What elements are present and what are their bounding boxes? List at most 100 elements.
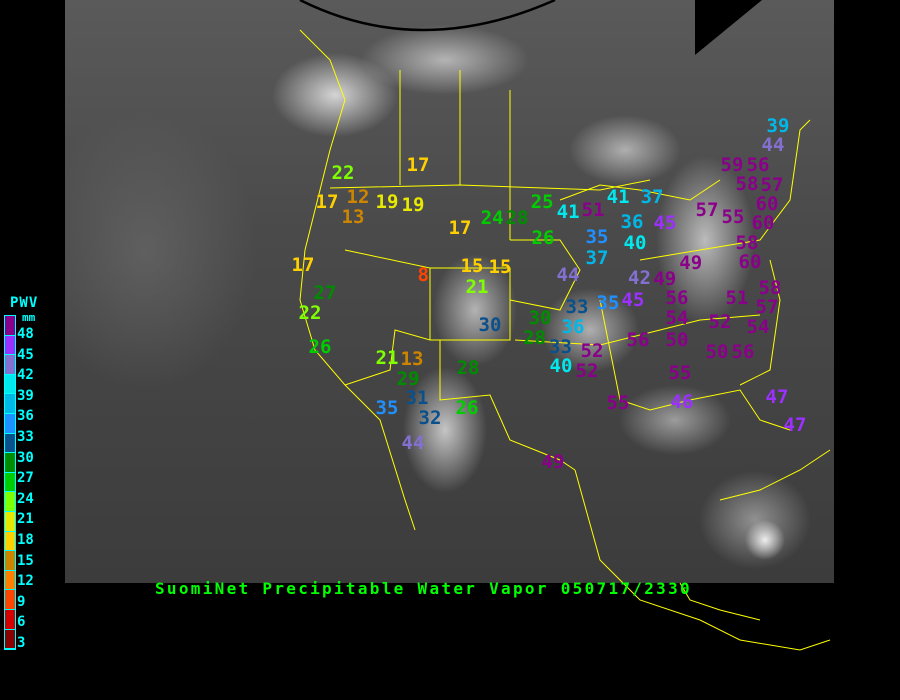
- scale-tick-label: 39: [17, 387, 34, 404]
- station-pwv-value: 55: [606, 391, 630, 414]
- station-pwv-value: 15: [460, 255, 484, 277]
- station-pwv-value: 25: [530, 190, 554, 213]
- scale-tick-label: 33: [17, 429, 34, 445]
- station-pwv-value: 12: [346, 186, 370, 208]
- station-pwv-value: 31: [405, 387, 429, 410]
- station-pwv-value: 35: [585, 225, 609, 248]
- legend-unit: mm: [22, 311, 36, 324]
- color-swatch: [5, 472, 15, 493]
- station-pwv-value: 44: [761, 134, 785, 157]
- color-swatch: [5, 394, 15, 414]
- station-pwv-value: 22: [331, 161, 355, 184]
- station-pwv-value: 41: [606, 185, 630, 208]
- scale-tick-label: 3: [17, 635, 26, 651]
- color-swatch: [5, 355, 15, 375]
- station-pwv-value: 24: [480, 206, 504, 229]
- station-pwv-value: 19: [375, 190, 399, 213]
- station-pwv-value: 60: [755, 193, 779, 216]
- color-swatch: [5, 335, 15, 356]
- scale-tick-label: 36: [17, 408, 34, 425]
- color-swatch: [5, 413, 15, 434]
- station-pwv-value: 44: [401, 431, 425, 454]
- color-swatch: [5, 590, 15, 610]
- station-pwv-value: 37: [640, 185, 664, 208]
- station-pwv-value: 37: [585, 246, 609, 269]
- station-pwv-value: 42: [628, 266, 651, 289]
- color-swatch: [5, 316, 15, 336]
- scale-tick-label: 9: [17, 593, 26, 610]
- station-pwv-value: 46: [670, 390, 694, 413]
- station-pwv-value: 40: [549, 355, 573, 378]
- color-swatch: [5, 511, 15, 532]
- color-swatch: [5, 492, 15, 512]
- station-pwv-value: 56: [626, 328, 650, 351]
- scale-tick-label: 30: [17, 449, 34, 466]
- station-pwv-value: 15: [488, 255, 512, 278]
- station-pwv-value: 17: [406, 153, 430, 176]
- color-scale-bar: [4, 315, 16, 651]
- scale-tick-label: 42: [17, 367, 34, 384]
- station-pwv-value: 57: [755, 295, 779, 318]
- station-pwv-value: 54: [665, 306, 689, 329]
- station-pwv-value: 51: [581, 198, 605, 221]
- color-swatch: [5, 433, 15, 454]
- station-pwv-value: 28: [505, 206, 529, 229]
- station-pwv-value: 58: [758, 276, 782, 299]
- station-pwv-value: 17: [291, 253, 315, 276]
- station-pwv-value: 52: [580, 339, 604, 362]
- scale-tick-label: 45: [17, 346, 34, 363]
- station-pwv-value: 60: [738, 251, 762, 274]
- color-swatch: [5, 374, 15, 395]
- station-pwv-value: 33: [549, 335, 572, 358]
- station-pwv-value: 26: [455, 396, 479, 419]
- legend-title: PWV: [10, 295, 39, 311]
- station-pwv-value: 52: [575, 359, 599, 382]
- station-pwv-value: 55: [721, 206, 745, 229]
- station-pwv-value: 21: [465, 275, 489, 298]
- political-borders: [299, 29, 831, 651]
- station-pwv-value: 50: [665, 328, 689, 351]
- scale-tick-label: 27: [17, 470, 34, 487]
- station-pwv-value: 47: [765, 385, 789, 408]
- scale-tick-label: 15: [17, 552, 34, 569]
- station-pwv-value: 39: [766, 114, 790, 137]
- no-data-region: [695, 0, 762, 55]
- station-pwv-value: 27: [313, 282, 337, 304]
- map-title: SuomiNet Precipitable Water Vapor 050717…: [155, 579, 692, 598]
- scale-tick-label: 21: [17, 511, 34, 528]
- station-pwv-value: 47: [783, 413, 807, 436]
- station-pwv-value: 30: [478, 313, 502, 336]
- station-pwv-value: 22: [298, 302, 322, 324]
- station-pwv-value: 56: [731, 340, 755, 363]
- station-pwv-value: 41: [556, 200, 580, 223]
- color-swatch: [5, 570, 15, 591]
- station-pwv-value: 26: [308, 335, 332, 358]
- station-pwv-value: 51: [725, 286, 749, 309]
- station-pwv-value: 49: [653, 267, 677, 290]
- orbit-arc: [299, 0, 556, 32]
- station-pwv-value: 30: [528, 307, 552, 329]
- station-pwv-value: 28: [523, 327, 546, 349]
- station-pwv-value: 40: [623, 231, 647, 254]
- station-pwv-value: 55: [668, 361, 692, 384]
- station-pwv-value: 28: [456, 356, 480, 379]
- scale-tick-label: 18: [17, 532, 34, 548]
- scale-tick-label: 12: [17, 573, 34, 590]
- station-pwv-value: 17: [315, 190, 339, 213]
- station-pwv-value: 58: [735, 173, 759, 196]
- station-pwv-value: 57: [695, 198, 719, 221]
- station-pwv-value: 8: [417, 263, 429, 286]
- station-pwv-value: 19: [401, 193, 425, 216]
- station-pwv-value: 56: [746, 153, 770, 176]
- station-pwv-value: 21: [375, 346, 399, 369]
- color-swatch: [5, 453, 15, 473]
- satellite-image: [65, 0, 834, 583]
- station-pwv-value: 49: [679, 251, 703, 274]
- station-pwv-value: 58: [735, 231, 759, 254]
- station-pwv-value: 36: [561, 315, 585, 338]
- station-pwv-value: 59: [720, 153, 744, 176]
- color-swatch: [5, 609, 15, 630]
- color-swatch: [5, 531, 15, 552]
- station-pwv-value: 13: [341, 206, 365, 228]
